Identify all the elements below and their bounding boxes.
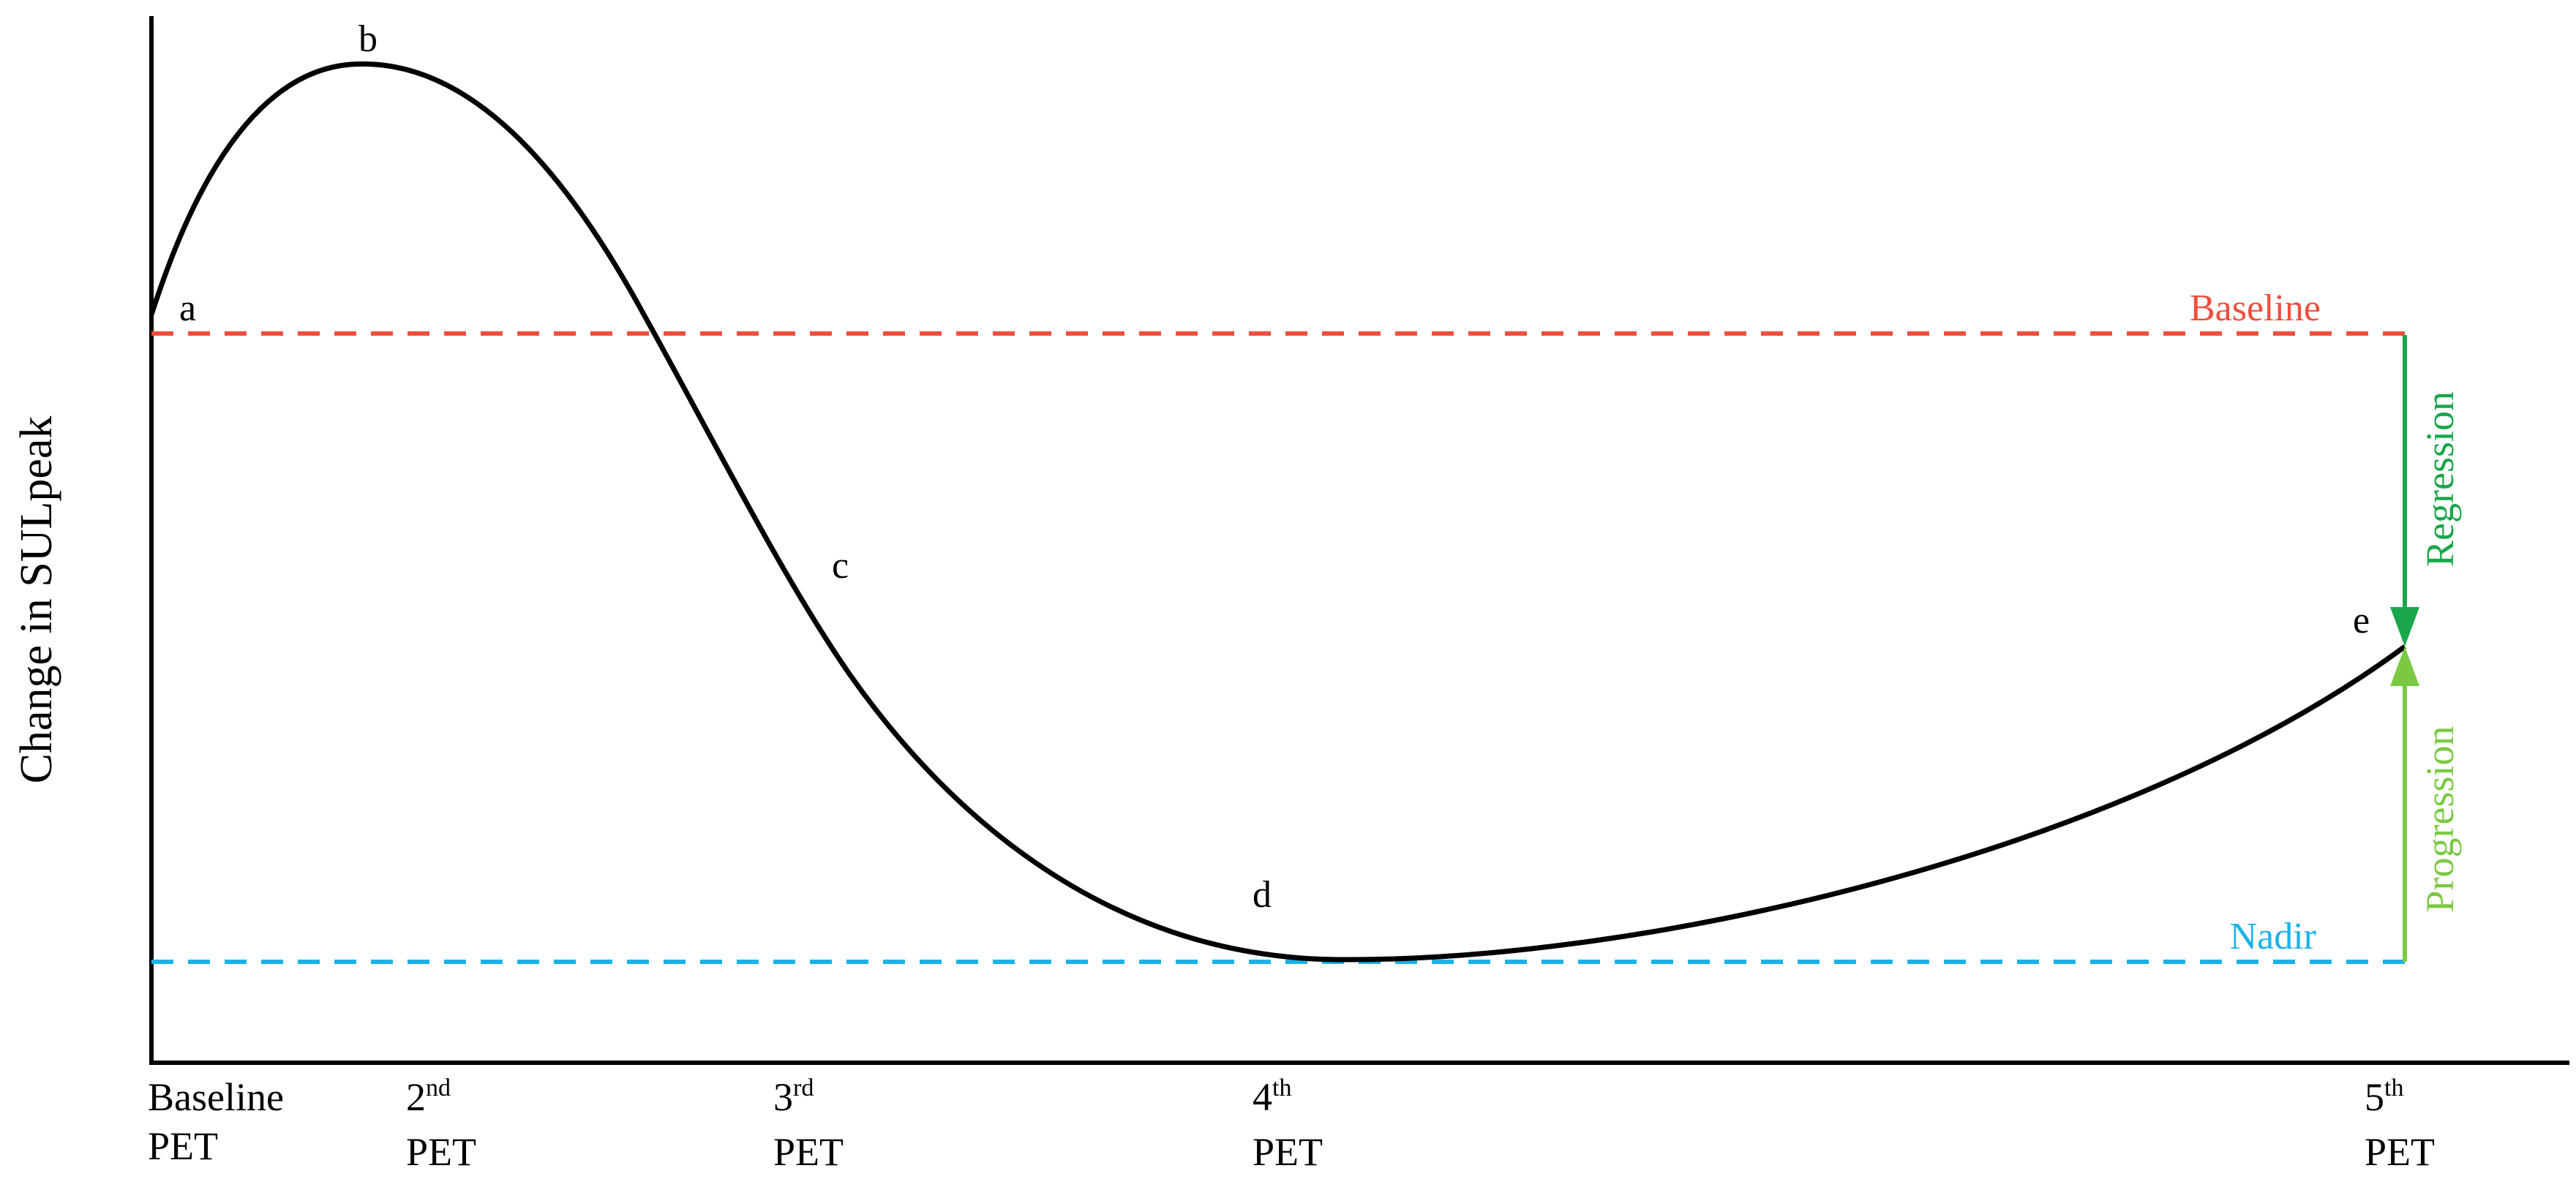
x-tick-second: PET xyxy=(773,1130,844,1174)
x-tick-main: 5 xyxy=(2365,1075,2384,1119)
progression-label: Progression xyxy=(2418,726,2462,913)
x-tick-baseline: Baseline PET xyxy=(148,1075,284,1168)
point-label-e: e xyxy=(2353,600,2370,641)
point-label-c: c xyxy=(832,545,849,587)
x-tick-sup: th xyxy=(2384,1074,2403,1101)
svg-text:2nd: 2nd xyxy=(406,1074,451,1119)
x-tick-main: Baseline xyxy=(148,1075,284,1119)
y-axis-label: Change in SULpeak xyxy=(12,416,61,784)
svg-text:3rd: 3rd xyxy=(773,1074,814,1119)
regression-label: Regression xyxy=(2418,391,2462,567)
x-tick-second: PET xyxy=(1253,1130,1323,1174)
x-tick-5th: 5th PET xyxy=(2365,1074,2435,1174)
svg-text:5th: 5th xyxy=(2365,1074,2403,1119)
x-tick-second: PET xyxy=(2365,1130,2435,1174)
x-tick-2nd: 2nd PET xyxy=(406,1074,476,1174)
x-tick-main: 2 xyxy=(406,1075,426,1119)
point-label-d: d xyxy=(1253,874,1272,916)
x-tick-main: 3 xyxy=(773,1075,793,1119)
baseline-label: Baseline xyxy=(2190,287,2321,329)
x-tick-sup: th xyxy=(1272,1074,1291,1101)
x-tick-sup: nd xyxy=(426,1074,451,1101)
x-tick-3rd: 3rd PET xyxy=(773,1074,844,1174)
nadir-label: Nadir xyxy=(2230,916,2316,957)
svg-text:4th: 4th xyxy=(1253,1074,1291,1119)
regression-arrowhead xyxy=(2390,607,2419,647)
point-label-a: a xyxy=(179,287,196,329)
x-tick-main: 4 xyxy=(1253,1075,1272,1119)
svg-text:Baseline: Baseline xyxy=(148,1075,284,1119)
x-tick-second: PET xyxy=(406,1130,476,1174)
progression-arrowhead xyxy=(2390,647,2419,686)
point-label-b: b xyxy=(358,18,378,60)
x-tick-4th: 4th PET xyxy=(1253,1074,1323,1174)
x-tick-second: PET xyxy=(148,1124,218,1168)
sulpeak-curve xyxy=(149,61,2407,963)
x-tick-sup: rd xyxy=(793,1074,814,1101)
